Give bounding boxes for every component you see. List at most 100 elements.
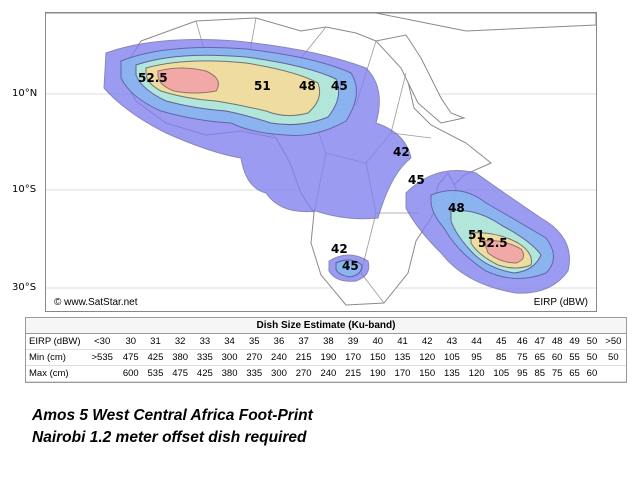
table-cell: 190 (365, 365, 391, 382)
copyright-label: © www.SatStar.net (52, 297, 140, 308)
table-cell: 120 (414, 349, 440, 366)
table-cell: 135 (390, 349, 415, 366)
table-cell: 95 (513, 365, 532, 382)
dish-size-table-body: EIRP (dBW) <30 30 31 32 33 34 35 36 37 38 39 40 41 42 4… (26, 334, 626, 382)
table-cell: 55 (565, 349, 584, 366)
contour-label: 52.5 (478, 236, 508, 250)
table-cell: 39 (340, 334, 366, 350)
table-row: Min (cm) >535 475 425 380 335 300 270 240 215 190 1… (26, 349, 626, 366)
table-cell: 65 (565, 365, 584, 382)
table-cell: 48 (548, 334, 566, 350)
table-cell: 425 (143, 349, 168, 366)
table-cell: 50 (583, 349, 601, 366)
footprint-map: 52.5 51 48 45 42 45 48 51 52.5 42 45 © w… (45, 12, 597, 312)
table-cell: 270 (241, 349, 267, 366)
table-cell: 380 (217, 365, 242, 382)
table-cell: <30 (86, 334, 119, 350)
table-cell: 105 (488, 365, 514, 382)
table-cell: 170 (390, 365, 415, 382)
beam-west-africa (103, 39, 412, 220)
table-cell: 75 (548, 365, 566, 382)
table-cell: 425 (192, 365, 218, 382)
beam-southern (328, 254, 370, 282)
table-cell (600, 365, 626, 382)
contour-label: 45 (408, 173, 425, 187)
contour-label: 45 (331, 79, 348, 93)
lat-label-10s: 10°S (12, 184, 37, 195)
table-cell: 240 (266, 349, 292, 366)
table-cell: 36 (266, 334, 292, 350)
table-cell: 240 (316, 365, 341, 382)
table-cell: 65 (531, 349, 549, 366)
table-cell: 50 (583, 334, 601, 350)
table-cell: 535 (143, 365, 168, 382)
eirp-unit-label: EIRP (dBW) (531, 297, 590, 308)
table-cell: 215 (340, 365, 366, 382)
table-cell: 45 (488, 334, 514, 350)
table-cell: 475 (167, 365, 193, 382)
table-cell: 33 (192, 334, 218, 350)
table-cell: 49 (565, 334, 584, 350)
table-cell: 75 (513, 349, 532, 366)
table-cell: 300 (217, 349, 242, 366)
table-cell: 46 (513, 334, 532, 350)
table-cell: 60 (548, 349, 566, 366)
table-cell (86, 365, 119, 382)
table-cell: 41 (390, 334, 415, 350)
table-cell: 43 (439, 334, 465, 350)
contour-label: 42 (393, 145, 410, 159)
table-row: Max (cm) 600 535 475 425 380 335 300 270 240 215 19… (26, 365, 626, 382)
table-row-label: EIRP (dBW) (26, 334, 86, 350)
lat-label-10n: 10°N (12, 88, 38, 99)
table-cell: 34 (217, 334, 242, 350)
table-cell: 215 (291, 349, 317, 366)
table-cell: 120 (464, 365, 489, 382)
table-cell: 335 (192, 349, 218, 366)
table-cell: 150 (365, 349, 391, 366)
table-row: EIRP (dBW) <30 30 31 32 33 34 35 36 37 38 39 40 41 42 4… (26, 334, 626, 350)
table-cell: 380 (167, 349, 193, 366)
footprint-map-svg (46, 13, 596, 311)
caption-line-1: Amos 5 West Central Africa Foot-Print (32, 407, 313, 424)
table-cell: 300 (266, 365, 292, 382)
dish-size-table: Dish Size Estimate (Ku-band) EIRP (dBW) <… (25, 317, 627, 383)
table-cell: 335 (241, 365, 267, 382)
table-cell: 50 (600, 349, 626, 366)
contour-label: 48 (299, 79, 316, 93)
table-cell: 42 (414, 334, 440, 350)
table-cell: 105 (439, 349, 465, 366)
contour-label: 42 (331, 242, 348, 256)
table-cell: 95 (464, 349, 489, 366)
table-cell: 35 (241, 334, 267, 350)
caption-line-2: Nairobi 1.2 meter offset dish required (32, 429, 307, 446)
lat-label-30s: 30°S (12, 282, 37, 293)
table-cell: 135 (439, 365, 465, 382)
table-row-label: Min (cm) (26, 349, 86, 366)
contour-label: 51 (468, 228, 485, 242)
table-cell: 44 (464, 334, 489, 350)
contour-label: 51 (254, 79, 271, 93)
table-cell: 38 (316, 334, 341, 350)
contour-label: 48 (448, 201, 465, 215)
table-cell: 47 (531, 334, 549, 350)
table-cell: 60 (583, 365, 601, 382)
table-cell: 170 (340, 349, 366, 366)
table-cell: 32 (167, 334, 193, 350)
contour-label: 45 (342, 259, 359, 273)
table-cell: >50 (600, 334, 626, 350)
table-cell: 30 (118, 334, 144, 350)
table-cell: 37 (291, 334, 317, 350)
table-cell: 31 (143, 334, 168, 350)
table-cell: 85 (488, 349, 514, 366)
table-cell: 475 (118, 349, 144, 366)
table-cell: 190 (316, 349, 341, 366)
table-cell: 270 (291, 365, 317, 382)
table-cell: 40 (365, 334, 391, 350)
table-cell: 85 (531, 365, 549, 382)
contour-label: 52.5 (138, 71, 168, 85)
dish-size-table-title: Dish Size Estimate (Ku-band) (26, 318, 626, 334)
table-cell: >535 (86, 349, 119, 366)
beam-east-africa (405, 170, 570, 294)
table-cell: 600 (118, 365, 144, 382)
table-cell: 150 (414, 365, 440, 382)
